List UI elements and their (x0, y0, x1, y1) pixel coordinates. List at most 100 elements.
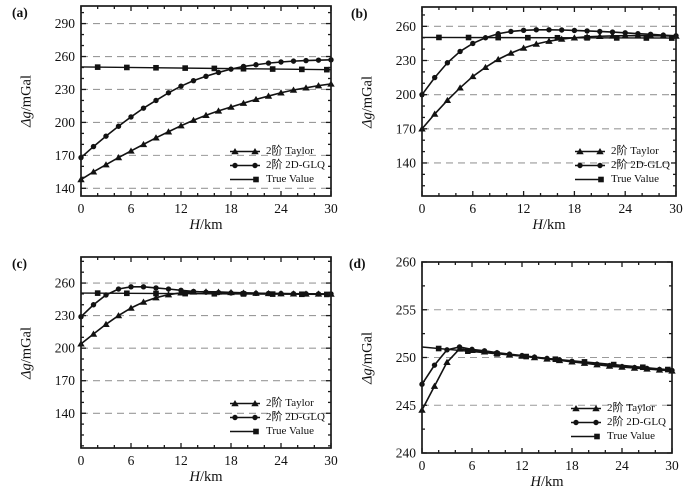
triangle-marker (431, 110, 439, 117)
y-tick-label: 290 (55, 16, 76, 31)
series-triangle (77, 288, 335, 347)
square-marker (124, 64, 130, 71)
triangle-marker (114, 154, 123, 161)
legend-label: 2阶 2D-GLQ (266, 411, 325, 423)
legend: 2阶 Taylor 2阶 2D-GLQ True Value (228, 144, 325, 186)
triangle-marker (102, 161, 110, 168)
legend-label: True Value (266, 173, 315, 185)
x-axis-label-symbol: H (530, 474, 541, 490)
triangle-marker (592, 404, 600, 411)
x-tick-label: 30 (324, 453, 338, 468)
legend-square-swatch (571, 433, 600, 439)
y-tick-label: 260 (55, 276, 76, 291)
series-square (80, 64, 332, 73)
y-axis-label-unit: /mGal (18, 326, 35, 363)
series-triangle (418, 32, 680, 132)
y-axis-label: Δg/mGal (360, 331, 377, 383)
x-tick-label: 18 (224, 453, 238, 468)
legend-label: 2阶 Taylor (266, 397, 314, 409)
circle-marker (457, 48, 463, 55)
y-tick-label: 260 (396, 255, 417, 270)
circle-marker (508, 28, 514, 35)
triangle-marker (189, 116, 198, 123)
square-marker (668, 35, 675, 41)
triangle-marker (152, 134, 160, 141)
legend-label: True Value (607, 430, 656, 442)
triangle-marker (507, 49, 515, 56)
x-tick-label: 0 (78, 453, 85, 468)
x-axis-label: H/km (189, 217, 222, 234)
y-tick-label: 200 (55, 115, 76, 130)
y-tick-label: 140 (55, 406, 76, 421)
triangle-marker (469, 72, 477, 80)
square-marker (640, 364, 646, 371)
triangle-marker (202, 111, 210, 118)
triangle-marker (252, 95, 260, 103)
circle-marker (178, 83, 184, 89)
square-marker (153, 64, 159, 71)
y-axis-label: Δg/mGal (19, 75, 36, 127)
x-tick-label: 24 (274, 453, 288, 468)
square-marker (269, 66, 276, 72)
x-tick-label: 18 (565, 458, 579, 473)
x-tick-label: 18 (568, 201, 582, 216)
triangle-marker (177, 122, 185, 129)
triangle-marker (152, 294, 160, 301)
circle-marker (609, 29, 616, 35)
gridlines (422, 25, 676, 164)
circle-marker (165, 90, 172, 96)
triangle-marker (251, 399, 259, 406)
square-marker (610, 361, 617, 368)
legend-item-true-value: True Value (569, 429, 666, 443)
circle-marker (573, 419, 579, 425)
x-tick-label: 24 (618, 201, 632, 216)
x-tick-label: 6 (128, 201, 135, 216)
circle-marker (432, 74, 438, 81)
x-axis-label-unit: /km (540, 474, 564, 490)
panel-label-d: (d) (349, 256, 366, 271)
panel-d: 0 6 12 18 24 30 240 245 250 255 260 (d) H/km Δg/mGal 2… (345, 250, 691, 499)
y-tick-label: 170 (55, 148, 76, 163)
legend-circle-swatch (575, 162, 606, 168)
square-marker (465, 348, 471, 354)
circle-marker (431, 362, 438, 368)
circle-marker (456, 344, 463, 350)
legend: 2阶 Taylor 2阶 2D-GLQ True Value (573, 144, 670, 186)
circle-marker (252, 162, 258, 168)
x-tick-label: 0 (419, 201, 426, 216)
square-marker (94, 290, 101, 296)
square-marker (240, 65, 247, 72)
y-tick-label: 250 (396, 350, 417, 365)
circle-marker (290, 58, 297, 64)
circle-marker (203, 73, 209, 79)
circle-marker (153, 285, 159, 291)
axis-ticks (421, 261, 673, 454)
circle-marker (622, 30, 628, 36)
square-marker (324, 291, 330, 298)
y-tick-label: 255 (396, 302, 417, 317)
square-marker (324, 66, 330, 73)
square-marker (598, 176, 604, 182)
panel-label-b: (b) (351, 6, 368, 21)
circle-marker (190, 77, 197, 84)
circle-marker (593, 419, 599, 425)
circle-marker (660, 32, 666, 38)
legend-item-taylor: 2阶 Taylor (573, 144, 670, 158)
circle-marker (178, 287, 184, 294)
circle-marker (546, 27, 552, 33)
x-tick-label: 0 (419, 458, 426, 473)
circle-marker (597, 162, 603, 168)
series-square (421, 34, 677, 41)
x-tick-label: 6 (128, 453, 135, 468)
triangle-marker (456, 84, 464, 91)
legend-item-true-value: True Value (228, 424, 325, 438)
triangle-marker (277, 89, 285, 96)
x-tick-label: 30 (669, 201, 683, 216)
legend-square-swatch (230, 176, 259, 182)
x-tick-label: 18 (224, 201, 238, 216)
y-axis-label-unit: /mGal (359, 331, 376, 368)
x-tick-label: 12 (174, 201, 188, 216)
legend-triangle-swatch (571, 404, 602, 411)
triangle-marker (164, 128, 173, 135)
